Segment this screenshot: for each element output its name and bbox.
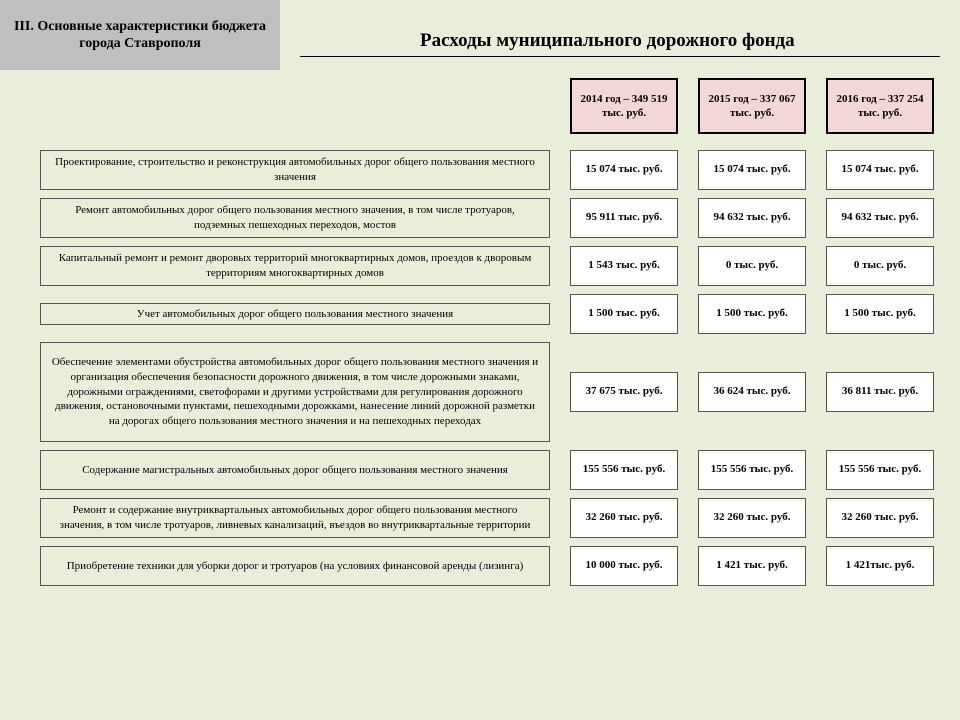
row-description: Учет автомобильных дорог общего пользова… bbox=[40, 303, 550, 326]
value-cell: 1 421 тыс. руб. bbox=[698, 546, 806, 586]
value-cell: 1 543 тыс. руб. bbox=[570, 246, 678, 286]
year-box-2014: 2014 год – 349 519 тыс. руб. bbox=[570, 78, 678, 134]
value-cell: 0 тыс. руб. bbox=[698, 246, 806, 286]
row-values: 32 260 тыс. руб. 32 260 тыс. руб. 32 260… bbox=[570, 498, 934, 538]
page-title: Расходы муниципального дорожного фонда bbox=[420, 30, 795, 52]
value-cell: 32 260 тыс. руб. bbox=[826, 498, 934, 538]
row-values: 1 543 тыс. руб. 0 тыс. руб. 0 тыс. руб. bbox=[570, 246, 934, 286]
row-description: Ремонт и содержание внутриквартальных ав… bbox=[40, 498, 550, 538]
table-row: Ремонт и содержание внутриквартальных ав… bbox=[40, 498, 940, 538]
row-description: Приобретение техники для уборки дорог и … bbox=[40, 546, 550, 586]
section-header-tab: III. Основные характеристики бюджета гор… bbox=[0, 0, 280, 70]
table-row: Содержание магистральных автомобильных д… bbox=[40, 450, 940, 490]
value-cell: 15 074 тыс. руб. bbox=[570, 150, 678, 190]
value-cell: 15 074 тыс. руб. bbox=[698, 150, 806, 190]
row-values: 15 074 тыс. руб. 15 074 тыс. руб. 15 074… bbox=[570, 150, 934, 190]
value-cell: 155 556 тыс. руб. bbox=[570, 450, 678, 490]
section-header-text: III. Основные характеристики бюджета гор… bbox=[8, 18, 272, 53]
title-underline bbox=[300, 56, 940, 57]
value-cell: 1 421тыс. руб. bbox=[826, 546, 934, 586]
value-cell: 95 911 тыс. руб. bbox=[570, 198, 678, 238]
value-cell: 155 556 тыс. руб. bbox=[698, 450, 806, 490]
row-description: Проектирование, строительство и реконстр… bbox=[40, 150, 550, 190]
table-row: Ремонт автомобильных дорог общего пользо… bbox=[40, 198, 940, 238]
row-values: 1 500 тыс. руб. 1 500 тыс. руб. 1 500 ты… bbox=[570, 294, 934, 334]
value-cell: 1 500 тыс. руб. bbox=[698, 294, 806, 334]
year-summary-row: 2014 год – 349 519 тыс. руб. 2015 год – … bbox=[570, 78, 934, 134]
table-row: Обеспечение элементами обустройства авто… bbox=[40, 342, 940, 442]
value-cell: 15 074 тыс. руб. bbox=[826, 150, 934, 190]
value-cell: 32 260 тыс. руб. bbox=[698, 498, 806, 538]
row-values: 155 556 тыс. руб. 155 556 тыс. руб. 155 … bbox=[570, 450, 934, 490]
year-box-2016: 2016 год – 337 254 тыс. руб. bbox=[826, 78, 934, 134]
value-cell: 37 675 тыс. руб. bbox=[570, 372, 678, 412]
value-cell: 36 624 тыс. руб. bbox=[698, 372, 806, 412]
row-description: Ремонт автомобильных дорог общего пользо… bbox=[40, 198, 550, 238]
value-cell: 32 260 тыс. руб. bbox=[570, 498, 678, 538]
value-cell: 0 тыс. руб. bbox=[826, 246, 934, 286]
row-description: Содержание магистральных автомобильных д… bbox=[40, 450, 550, 490]
row-values: 95 911 тыс. руб. 94 632 тыс. руб. 94 632… bbox=[570, 198, 934, 238]
row-values: 10 000 тыс. руб. 1 421 тыс. руб. 1 421ты… bbox=[570, 546, 934, 586]
value-cell: 36 811 тыс. руб. bbox=[826, 372, 934, 412]
row-description: Обеспечение элементами обустройства авто… bbox=[40, 342, 550, 442]
expense-table: Проектирование, строительство и реконстр… bbox=[40, 150, 940, 594]
table-row: Приобретение техники для уборки дорог и … bbox=[40, 546, 940, 586]
year-box-2015: 2015 год – 337 067 тыс. руб. bbox=[698, 78, 806, 134]
value-cell: 155 556 тыс. руб. bbox=[826, 450, 934, 490]
value-cell: 10 000 тыс. руб. bbox=[570, 546, 678, 586]
value-cell: 1 500 тыс. руб. bbox=[570, 294, 678, 334]
value-cell: 94 632 тыс. руб. bbox=[698, 198, 806, 238]
value-cell: 94 632 тыс. руб. bbox=[826, 198, 934, 238]
table-row: Капитальный ремонт и ремонт дворовых тер… bbox=[40, 246, 940, 286]
row-description: Капитальный ремонт и ремонт дворовых тер… bbox=[40, 246, 550, 286]
table-row: Проектирование, строительство и реконстр… bbox=[40, 150, 940, 190]
value-cell: 1 500 тыс. руб. bbox=[826, 294, 934, 334]
row-values: 37 675 тыс. руб. 36 624 тыс. руб. 36 811… bbox=[570, 372, 934, 412]
table-row: Учет автомобильных дорог общего пользова… bbox=[40, 294, 940, 334]
